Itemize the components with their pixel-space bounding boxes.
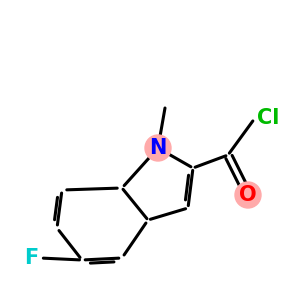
Text: O: O [239, 185, 257, 205]
Text: N: N [149, 138, 167, 158]
Circle shape [235, 182, 261, 208]
Circle shape [145, 135, 171, 161]
Text: F: F [24, 248, 38, 268]
Text: Cl: Cl [257, 108, 279, 128]
